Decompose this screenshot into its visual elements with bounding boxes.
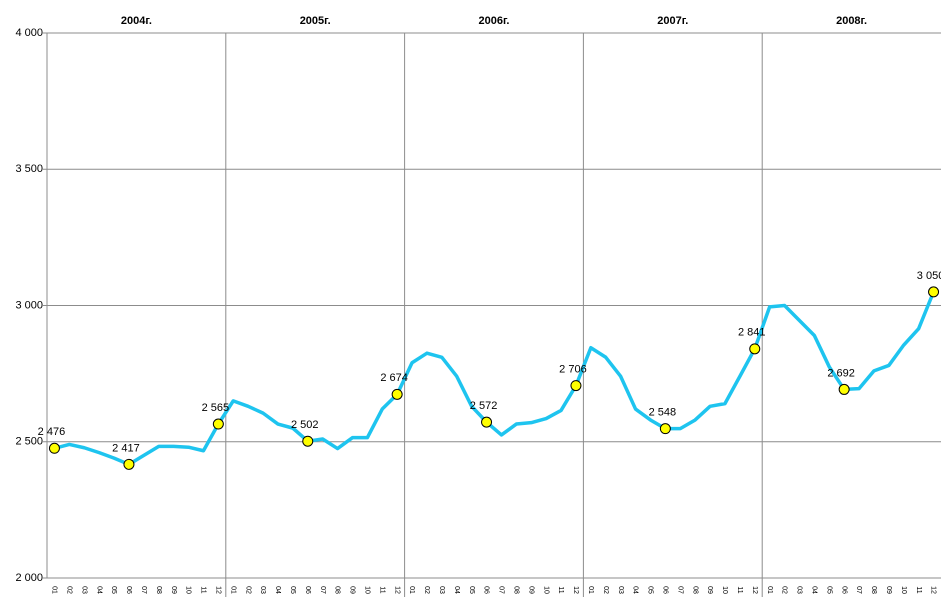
x-tick-label: 07 <box>855 586 862 594</box>
data-marker <box>749 343 761 355</box>
x-tick-label: 03 <box>259 586 266 594</box>
data-marker <box>48 442 60 454</box>
x-tick-label: 03 <box>80 586 87 594</box>
data-marker <box>659 423 671 435</box>
x-tick-label: 04 <box>811 586 818 594</box>
x-tick-label: 04 <box>453 586 460 594</box>
data-label: 2 674 <box>380 372 408 384</box>
x-tick-label: 02 <box>66 586 73 594</box>
x-tick-label: 03 <box>796 586 803 594</box>
x-tick-label: 06 <box>483 586 490 594</box>
x-tick-label: 03 <box>617 586 624 594</box>
y-tick-label: 2 500 <box>15 436 43 448</box>
x-tick-label: 08 <box>513 586 520 594</box>
year-label: 2004г. <box>121 15 152 27</box>
x-tick-label: 04 <box>632 586 639 594</box>
data-label: 2 565 <box>202 402 230 414</box>
x-tick-label: 09 <box>170 586 177 594</box>
x-tick-label: 11 <box>915 586 922 593</box>
data-marker <box>212 418 224 430</box>
x-tick-label: 05 <box>110 586 117 594</box>
y-tick-label: 3 500 <box>15 163 43 175</box>
x-tick-label: 02 <box>244 586 251 594</box>
x-tick-label: 10 <box>721 586 728 594</box>
data-label: 2 692 <box>827 367 855 379</box>
x-tick-label: 06 <box>840 586 847 594</box>
x-tick-label: 12 <box>393 586 400 594</box>
x-tick-label: 10 <box>542 586 549 594</box>
x-tick-label: 02 <box>423 586 430 594</box>
x-tick-label: 10 <box>900 586 907 594</box>
data-label: 2 572 <box>470 400 498 412</box>
x-tick-label: 09 <box>349 586 356 594</box>
x-tick-label: 01 <box>229 586 236 594</box>
x-tick-label: 05 <box>825 586 832 594</box>
x-tick-label: 06 <box>662 586 669 594</box>
x-tick-label: 07 <box>140 586 147 594</box>
x-tick-label: 09 <box>706 586 713 594</box>
x-tick-label: 02 <box>781 586 788 594</box>
data-marker <box>481 416 493 428</box>
x-tick-label: 12 <box>215 586 222 594</box>
x-tick-label: 01 <box>766 586 773 594</box>
x-tick-label: 03 <box>438 586 445 594</box>
x-tick-label: 10 <box>364 586 371 594</box>
year-label: 2008г. <box>836 15 867 27</box>
data-marker <box>391 388 403 400</box>
x-tick-label: 12 <box>572 586 579 594</box>
data-marker <box>838 383 850 395</box>
data-label: 2 548 <box>649 407 677 419</box>
x-tick-label: 08 <box>691 586 698 594</box>
data-label: 2 502 <box>291 419 319 431</box>
y-tick-label: 2 000 <box>15 572 43 584</box>
x-tick-label: 09 <box>527 586 534 594</box>
year-label: 2006г. <box>478 15 509 27</box>
x-tick-label: 12 <box>751 586 758 594</box>
data-label: 2 476 <box>38 426 66 438</box>
year-label: 2007г. <box>657 15 688 27</box>
x-tick-label: 05 <box>468 586 475 594</box>
x-tick-label: 06 <box>125 586 132 594</box>
x-tick-label: 11 <box>736 586 743 593</box>
data-marker <box>570 380 582 392</box>
data-marker <box>302 435 314 447</box>
data-marker <box>123 458 135 470</box>
data-line <box>54 291 936 467</box>
x-tick-label: 04 <box>274 586 281 594</box>
x-tick-label: 11 <box>378 586 385 593</box>
y-tick-label: 4 000 <box>15 27 43 39</box>
data-label: 3 050 <box>917 270 941 282</box>
x-tick-label: 07 <box>676 586 683 594</box>
x-tick-label: 06 <box>304 586 311 594</box>
data-label: 2 417 <box>112 442 140 454</box>
x-tick-label: 09 <box>885 586 892 594</box>
x-tick-label: 01 <box>408 586 415 594</box>
data-marker <box>928 286 940 298</box>
data-label: 2 841 <box>738 327 766 339</box>
x-tick-label: 02 <box>602 586 609 594</box>
x-tick-label: 05 <box>289 586 296 594</box>
x-tick-label: 01 <box>51 586 58 594</box>
x-tick-label: 08 <box>155 586 162 594</box>
x-tick-label: 08 <box>870 586 877 594</box>
x-tick-label: 07 <box>319 586 326 594</box>
data-label: 2 706 <box>559 364 587 376</box>
x-tick-label: 12 <box>930 586 937 594</box>
x-tick-label: 11 <box>557 586 564 593</box>
y-tick-label: 3 000 <box>15 299 43 311</box>
year-label: 2005г. <box>300 15 331 27</box>
x-tick-label: 01 <box>587 586 594 594</box>
x-tick-label: 07 <box>498 586 505 594</box>
x-tick-label: 11 <box>200 586 207 593</box>
x-tick-label: 05 <box>647 586 654 594</box>
x-tick-label: 04 <box>95 586 102 594</box>
x-tick-label: 10 <box>185 586 192 594</box>
x-tick-label: 08 <box>334 586 341 594</box>
